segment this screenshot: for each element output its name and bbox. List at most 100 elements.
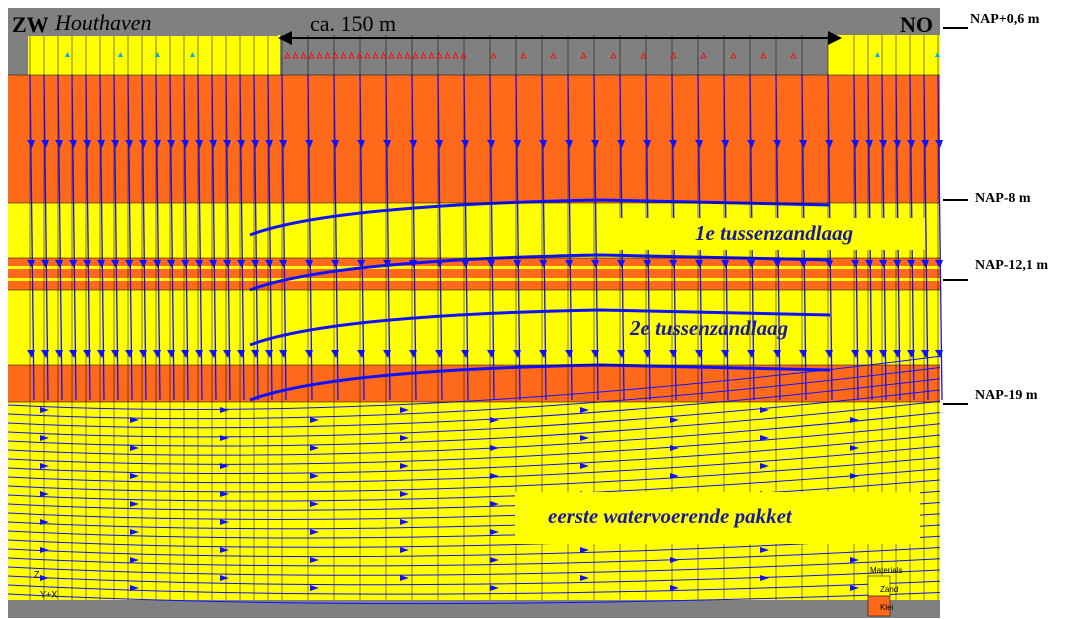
marker <box>340 52 347 59</box>
flow-arrow <box>760 463 769 469</box>
flow-arrow <box>83 350 91 358</box>
flow-arrow <box>400 435 409 441</box>
cross-section <box>8 8 940 618</box>
flow-line <box>385 74 391 401</box>
flow-arrow <box>279 260 287 268</box>
distance-label: ca. 150 m <box>310 11 396 36</box>
arrow-head <box>278 31 292 45</box>
flow-arrow <box>40 575 49 581</box>
flow-line <box>7 355 941 411</box>
flow-line <box>7 535 941 558</box>
flow-arrow <box>760 575 769 581</box>
flow-line <box>7 457 941 493</box>
flow-arrow <box>331 350 339 358</box>
flow-arrow <box>357 140 365 148</box>
flow-line <box>43 74 49 401</box>
flow-arrow <box>851 140 859 148</box>
flow-line <box>169 74 175 401</box>
flow-line <box>183 74 189 401</box>
flow-arrow <box>435 350 443 358</box>
flow-arrow <box>643 350 651 358</box>
flow-arrow <box>40 463 49 469</box>
flow-line <box>541 74 547 401</box>
layer-label: eerste watervoerende pakket <box>548 504 793 528</box>
flow-arrow <box>310 417 319 423</box>
flow-line <box>127 74 133 401</box>
flow-arrow <box>539 350 547 358</box>
flow-arrow <box>41 140 49 148</box>
flow-arrow <box>40 547 49 553</box>
flow-arrow <box>223 260 231 268</box>
flow-arrow <box>209 140 217 148</box>
flow-arrow <box>935 260 943 268</box>
flow-arrow <box>279 350 287 358</box>
flow-arrow <box>670 557 679 563</box>
flow-arrow <box>55 260 63 268</box>
flow-arrow <box>383 350 391 358</box>
flow-arrow <box>97 350 105 358</box>
flow-arrow <box>220 575 229 581</box>
flow-line <box>937 74 943 401</box>
marker <box>356 52 363 59</box>
flow-arrow <box>513 140 521 148</box>
flow-arrow <box>435 140 443 148</box>
flow-line <box>141 74 147 401</box>
flow-arrow <box>69 350 77 358</box>
place-label: Houthaven <box>54 10 152 35</box>
flow-arrow <box>265 140 273 148</box>
marker <box>790 52 797 59</box>
flow-arrow <box>400 519 409 525</box>
flow-arrow <box>747 260 755 268</box>
flow-arrow <box>580 547 589 553</box>
flow-arrow <box>799 350 807 358</box>
flow-arrow <box>591 140 599 148</box>
flow-arrow <box>409 140 417 148</box>
flow-arrow <box>850 557 859 563</box>
direction-label: NO <box>900 12 933 37</box>
flow-arrow <box>580 463 589 469</box>
flow-arrow <box>139 260 147 268</box>
flow-arrow <box>40 519 49 525</box>
flow-arrow <box>310 557 319 563</box>
flow-arrow <box>490 501 499 507</box>
flow-arrow <box>357 350 365 358</box>
flow-arrow <box>195 140 203 148</box>
flow-arrow <box>265 260 273 268</box>
flow-arrow <box>773 260 781 268</box>
flow-arrow <box>461 140 469 148</box>
flow-arrow <box>400 407 409 413</box>
flow-arrow <box>850 417 859 423</box>
flow-line <box>307 74 313 401</box>
flow-line <box>7 547 941 567</box>
flow-arrow <box>383 140 391 148</box>
flow-arrow <box>220 491 229 497</box>
flow-arrow <box>279 140 287 148</box>
flow-line <box>197 74 203 401</box>
flow-arrow <box>220 435 229 441</box>
marker <box>428 52 435 59</box>
marker <box>875 52 880 57</box>
legend-title: Materials <box>870 566 902 575</box>
sand-stripe <box>8 266 940 269</box>
flow-line <box>437 74 443 401</box>
marker <box>284 52 291 59</box>
flow-arrow <box>310 529 319 535</box>
marker <box>190 52 195 57</box>
flow-line <box>7 580 941 595</box>
level-label: NAP-19 m <box>975 388 1038 403</box>
flow-arrow <box>921 260 929 268</box>
flow-arrow <box>83 260 91 268</box>
flow-arrow <box>55 140 63 148</box>
label-box <box>615 218 925 250</box>
marker <box>388 52 395 59</box>
marker <box>412 52 419 59</box>
flow-line <box>249 363 831 402</box>
flow-arrow <box>305 350 313 358</box>
marker <box>444 52 451 59</box>
flow-arrow <box>747 350 755 358</box>
flow-arrow <box>125 140 133 148</box>
flow-arrow <box>83 140 91 148</box>
direction-label: ZW <box>12 12 49 37</box>
flow-arrow <box>850 473 859 479</box>
marker <box>760 52 767 59</box>
